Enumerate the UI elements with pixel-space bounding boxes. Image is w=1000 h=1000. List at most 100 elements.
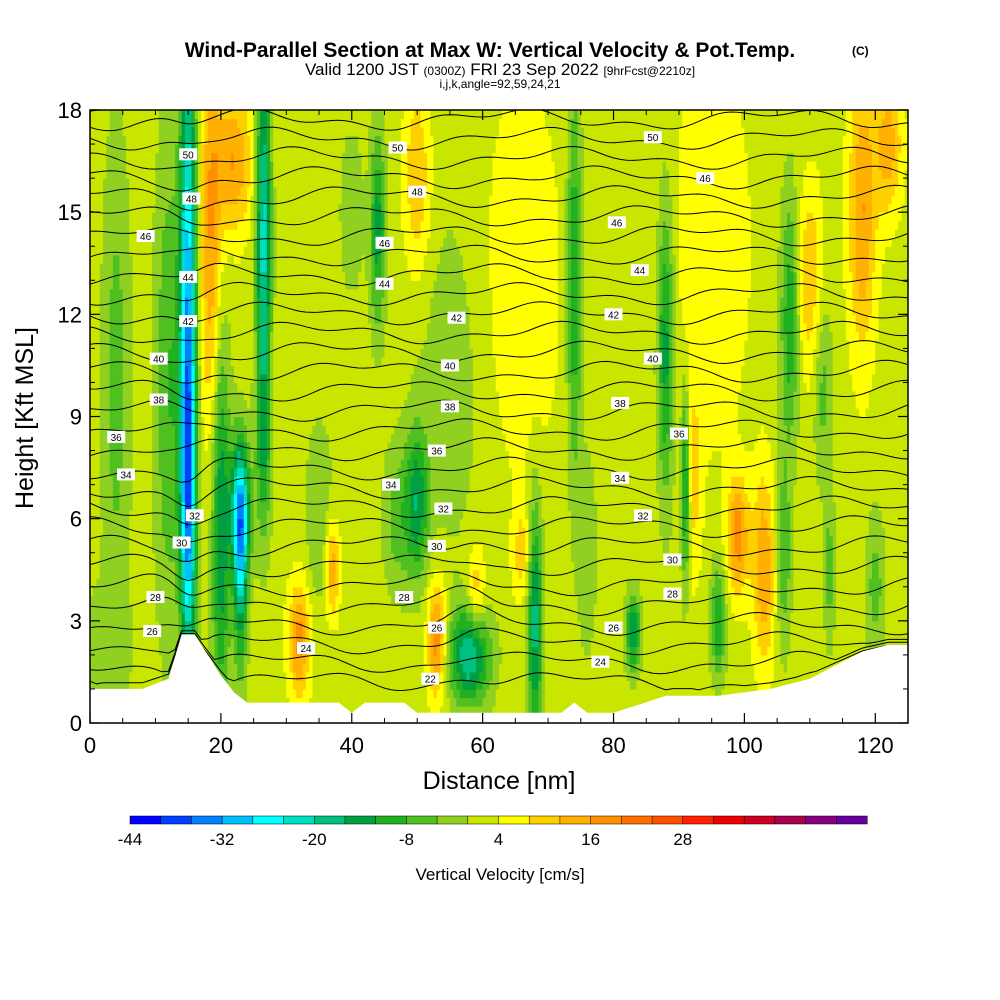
w-cell bbox=[132, 212, 137, 222]
w-cell bbox=[139, 356, 143, 367]
w-cell bbox=[171, 493, 176, 503]
w-cell bbox=[112, 399, 117, 409]
w-cell bbox=[148, 671, 153, 682]
w-cell bbox=[135, 535, 140, 545]
w-cell bbox=[148, 135, 153, 145]
w-cell bbox=[106, 476, 111, 486]
w-cell bbox=[122, 237, 127, 247]
w-cell bbox=[106, 646, 111, 656]
w-cell bbox=[155, 263, 160, 273]
w-cell bbox=[165, 161, 170, 171]
w-cell bbox=[178, 586, 183, 596]
w-cell bbox=[168, 501, 173, 511]
w-cell bbox=[171, 254, 176, 264]
w-cell bbox=[145, 407, 150, 418]
w-cell bbox=[145, 518, 150, 528]
w-cell bbox=[93, 569, 98, 579]
w-cell bbox=[148, 203, 153, 213]
w-cell bbox=[125, 339, 130, 349]
w-cell bbox=[165, 331, 170, 341]
w-cell bbox=[116, 348, 121, 358]
w-cell bbox=[148, 518, 153, 528]
w-cell bbox=[106, 212, 111, 222]
w-cell bbox=[152, 314, 157, 324]
w-cell bbox=[145, 152, 150, 162]
w-cell bbox=[112, 161, 117, 171]
w-cell bbox=[165, 442, 170, 452]
w-cell bbox=[158, 433, 163, 443]
w-cell bbox=[112, 144, 117, 154]
w-cell bbox=[142, 407, 147, 418]
w-cell bbox=[112, 280, 117, 290]
w-cell bbox=[103, 459, 107, 469]
w-cell bbox=[129, 603, 134, 613]
w-cell bbox=[145, 544, 150, 554]
w-cell bbox=[106, 612, 111, 622]
w-cell bbox=[145, 246, 150, 256]
w-cell bbox=[135, 416, 140, 426]
w-cell bbox=[168, 603, 173, 613]
w-cell bbox=[155, 331, 160, 341]
w-cell bbox=[109, 237, 114, 247]
w-cell bbox=[129, 203, 134, 213]
w-cell bbox=[112, 390, 117, 401]
w-cell bbox=[145, 178, 150, 188]
w-cell bbox=[142, 501, 147, 511]
w-cell bbox=[96, 339, 101, 349]
w-cell bbox=[168, 254, 173, 264]
w-cell bbox=[93, 637, 98, 647]
w-cell bbox=[175, 161, 179, 171]
w-cell bbox=[132, 561, 137, 571]
w-cell bbox=[148, 305, 153, 315]
w-cell bbox=[148, 416, 153, 426]
w-cell bbox=[119, 637, 124, 647]
w-cell bbox=[99, 314, 104, 324]
w-cell bbox=[152, 288, 157, 298]
w-cell bbox=[168, 356, 173, 367]
w-cell bbox=[168, 595, 173, 605]
w-cell bbox=[122, 518, 127, 528]
w-cell bbox=[122, 476, 127, 486]
w-cell bbox=[129, 254, 134, 264]
w-cell bbox=[116, 237, 121, 247]
w-cell bbox=[99, 654, 104, 664]
w-cell bbox=[142, 586, 147, 596]
w-cell bbox=[135, 467, 140, 477]
w-cell bbox=[142, 263, 147, 273]
w-cell bbox=[125, 425, 130, 435]
w-cell bbox=[99, 288, 104, 298]
w-cell bbox=[135, 246, 140, 256]
w-cell bbox=[175, 603, 179, 613]
w-cell bbox=[142, 254, 147, 264]
w-cell bbox=[119, 646, 124, 656]
w-cell bbox=[93, 612, 98, 622]
w-cell bbox=[155, 152, 160, 162]
w-cell bbox=[125, 110, 130, 120]
w-cell bbox=[142, 127, 147, 137]
w-cell bbox=[145, 144, 150, 154]
w-cell bbox=[165, 152, 170, 162]
w-cell bbox=[145, 322, 150, 332]
w-cell bbox=[112, 595, 117, 605]
w-cell bbox=[93, 212, 98, 222]
w-cell bbox=[158, 467, 163, 477]
w-cell bbox=[168, 237, 173, 247]
w-cell bbox=[116, 161, 121, 171]
w-cell bbox=[106, 229, 111, 239]
w-cell bbox=[112, 203, 117, 213]
w-cell bbox=[122, 271, 127, 281]
w-cell bbox=[161, 671, 166, 682]
w-cell bbox=[132, 178, 137, 188]
w-cell bbox=[171, 237, 176, 247]
w-cell bbox=[139, 620, 143, 630]
w-cell bbox=[155, 654, 160, 664]
w-cell bbox=[93, 544, 98, 554]
w-cell bbox=[142, 544, 147, 554]
w-cell bbox=[90, 186, 94, 196]
w-cell bbox=[109, 476, 114, 486]
w-cell bbox=[145, 476, 150, 486]
w-cell bbox=[96, 671, 101, 682]
w-cell bbox=[109, 493, 114, 503]
w-cell bbox=[165, 544, 170, 554]
w-cell bbox=[96, 595, 101, 605]
